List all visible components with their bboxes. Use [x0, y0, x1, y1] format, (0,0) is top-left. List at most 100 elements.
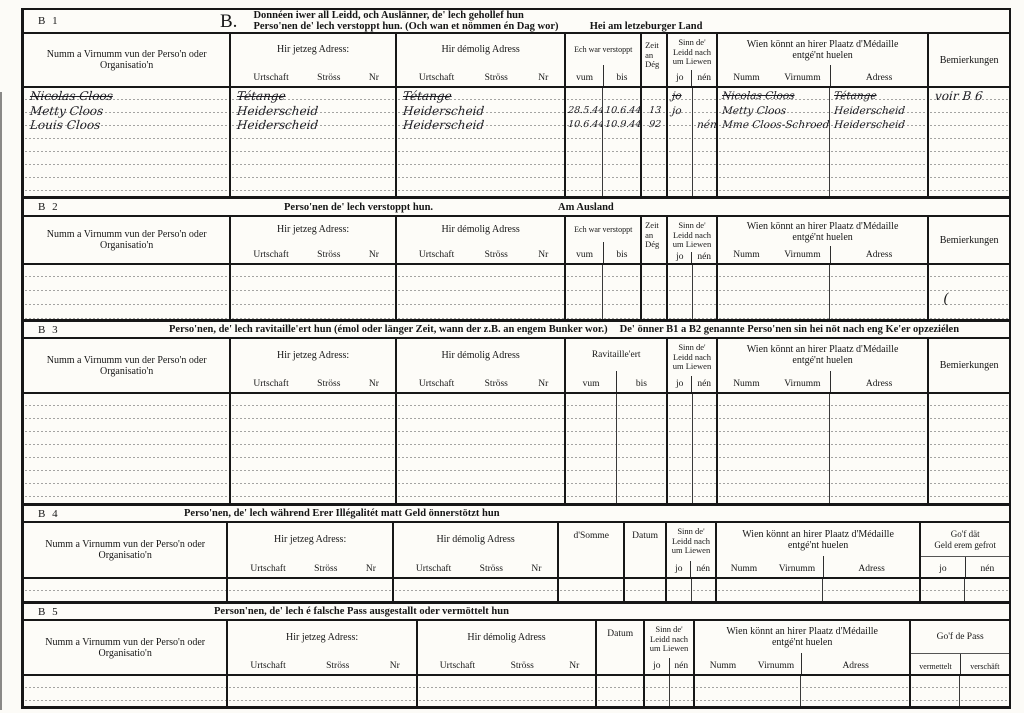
header-verstoppt: Ech war verstoppt vum bis	[566, 217, 643, 263]
ravitailleert-label: Ravitaille'ert	[591, 349, 641, 360]
body-col-bis: 10.6.44 10.9.44	[603, 88, 643, 196]
section-b2-header-row: Numm a Virnumm vun der Perso'n oder Orga…	[24, 217, 1009, 265]
urtschaft-label: Urtschaft	[415, 564, 452, 574]
body-col-jo	[645, 676, 671, 706]
title-line-1: Donnéen iwer all Leidd, och Auslänner, d…	[253, 10, 524, 21]
adress-label: Adress	[829, 65, 927, 86]
stross-label: Ströss	[326, 661, 350, 671]
handwritten-bis: 10.6.44	[604, 104, 643, 116]
body-col-name	[24, 394, 232, 503]
sinn-line-3: um Liewen	[672, 56, 712, 66]
jo-label: jo	[676, 73, 684, 83]
body-col-somme	[559, 579, 626, 601]
header-gof-geld: Go'f dät Geld erem gefrot jo nén	[921, 523, 1010, 577]
medaille-sublabels: Numm Virnumm Adress	[718, 371, 927, 392]
numm-label: Numm	[733, 250, 760, 260]
medaille-label: Wien könnt an hirer Plaatz d'Médaille en…	[718, 217, 927, 246]
header-name-column: Numm a Virnumm vun der Perso'n oder Orga…	[24, 217, 232, 263]
urtschaft-label: Urtschaft	[418, 250, 455, 260]
body-col-jo	[668, 265, 693, 319]
jo-label: jo	[676, 251, 684, 262]
sinn-line-3: um Liewen	[672, 361, 712, 371]
handwritten-nen	[693, 104, 716, 119]
name-column-label: Numm a Virnumm vun der Perso'n oder Orga…	[46, 354, 207, 377]
section-b4-body	[24, 579, 1009, 604]
header-bemierkungen: Bemierkungen	[929, 339, 1009, 392]
body-col-jo	[667, 579, 692, 601]
body-col-medal-name	[716, 579, 823, 601]
handwritten-medal-name: Mme Cloos-Schroeder	[721, 119, 830, 131]
body-col-medal-name	[694, 676, 801, 706]
body-col-demolig	[396, 394, 567, 503]
nr-label: Nr	[368, 379, 379, 389]
header-jetzeg-adress: Hir jetzeg Adress: Urtschaft Ströss Nr	[228, 523, 394, 577]
handwritten-jetzeg: Heiderscheid	[236, 118, 320, 132]
demolig-label: Hir démolig Adress	[441, 44, 520, 55]
jetzeg-label: Hir jetzeg Adress:	[277, 224, 350, 235]
verstoppt-label: Ech war verstoppt	[574, 45, 633, 54]
handwritten-jo: jo	[671, 104, 683, 117]
section-b1-body: Nicolas Cloos Metty Cloos Louis Cloos Té…	[24, 88, 1009, 199]
vum-label: vum	[576, 73, 593, 83]
body-col-bemierkungen: (	[929, 265, 1009, 319]
body-col-demolig: Tétange Heiderscheid Heiderscheid	[396, 88, 567, 196]
zeit-label-2: an	[645, 229, 654, 240]
handwritten-demolig: Tétange	[402, 89, 453, 103]
adress-label: Adress	[800, 653, 909, 674]
section-id: B 3	[38, 323, 60, 336]
body-col-medal-adress	[800, 676, 912, 706]
body-col-nen	[692, 394, 718, 503]
header-ravitailleert: Ravitaille'ert vum bis	[566, 339, 669, 392]
section-b5-body	[24, 676, 1009, 706]
urtschaft-label: Urtschaft	[253, 73, 289, 83]
body-col-datum	[597, 676, 646, 706]
jo-nen-sublabels: jo nén	[668, 251, 716, 263]
handwritten-jetzeg: Heiderscheid	[236, 103, 320, 118]
section-title-text-2: De' önner B1 a B2 genannte Perso'nen sin…	[619, 324, 960, 335]
bemierkungen-label: Bemierkungen	[939, 54, 999, 66]
body-col-jetzeg	[228, 579, 394, 601]
address-sublabels: Urtschaft Ströss Nr	[231, 65, 395, 86]
header-jetzeg-adress: Hir jetzeg Adress: Urtschaft Ströss Nr	[231, 339, 397, 392]
vum-label: vum	[582, 379, 600, 389]
body-col-jetzeg: Tétange Heiderscheid Heiderscheid	[231, 88, 397, 196]
bis-label: bis	[602, 65, 640, 86]
medaille-sublabels: Numm Virnumm Adress	[695, 653, 909, 674]
section-title-text: Perso'nen, de' lech während Erer Illégal…	[184, 508, 500, 519]
vermettelt-label: vermettelt	[919, 662, 952, 671]
body-col-jetzeg	[231, 265, 397, 319]
nr-label: Nr	[538, 379, 549, 389]
zeit-label-3: Dég	[645, 59, 660, 69]
body-col-vum: 28.5.44 10.6.44	[566, 88, 604, 196]
section-id: B 2	[38, 201, 60, 213]
body-col-medal-adress: Tétange Heiderscheid Heiderscheid	[829, 88, 930, 196]
bemierkungen-label: Bemierkungen	[939, 234, 999, 246]
somme-label: d'Somme	[573, 531, 610, 541]
body-col-gof-nen	[965, 579, 1009, 601]
vum-bis-sublabels: vum bis	[566, 371, 666, 392]
section-b1-header-row: Numm a Virnumm vun der Perso'n oder Orga…	[24, 34, 1009, 88]
body-col-vum	[566, 394, 618, 503]
handwritten-jo	[668, 118, 692, 133]
body-col-bemierkungen	[929, 394, 1009, 503]
header-sinn-liewen: Sinn de' Leidd nach um Liewen jo nén	[645, 621, 695, 674]
sinn-line-1: Sinn de'	[678, 342, 706, 352]
urtschaft-label: Urtschaft	[418, 73, 455, 83]
body-col-jetzeg	[231, 394, 397, 503]
datum-label: Datum	[607, 629, 634, 639]
handwritten-bis	[603, 89, 640, 104]
header-sinn-liewen: Sinn de' Leidd nach um Liewen jo nén	[668, 339, 718, 392]
section-b5-title-bar: B 5 Person'nen, de' lech é falsche Pass …	[24, 604, 1009, 621]
name-column-label: Numm a Virnumm vun der Perso'n oder Orga…	[45, 636, 206, 659]
stross-label: Ströss	[314, 564, 338, 574]
medaille-line-1: Wien könnt an hirer Plaatz d'Médaille	[742, 528, 894, 540]
medaille-sublabels: Numm Virnumm Adress	[718, 65, 927, 86]
header-demolig-adress: Hir démolig Adress Urtschaft Ströss Nr	[394, 523, 560, 577]
handwritten-jetzeg: Tétange	[236, 89, 287, 103]
name-column-label: Numm a Virnumm vun der Perso'n oder Orga…	[45, 539, 206, 561]
nen-label: nén	[691, 251, 715, 263]
virnumm-label: Virnumm	[784, 73, 821, 83]
demolig-label: Hir démolig Adress	[436, 534, 515, 545]
jetzeg-label: Hir jetzeg Adress:	[274, 534, 347, 545]
section-b2: B 2 Perso'nen de' lech verstoppt hun. Am…	[24, 199, 1009, 322]
